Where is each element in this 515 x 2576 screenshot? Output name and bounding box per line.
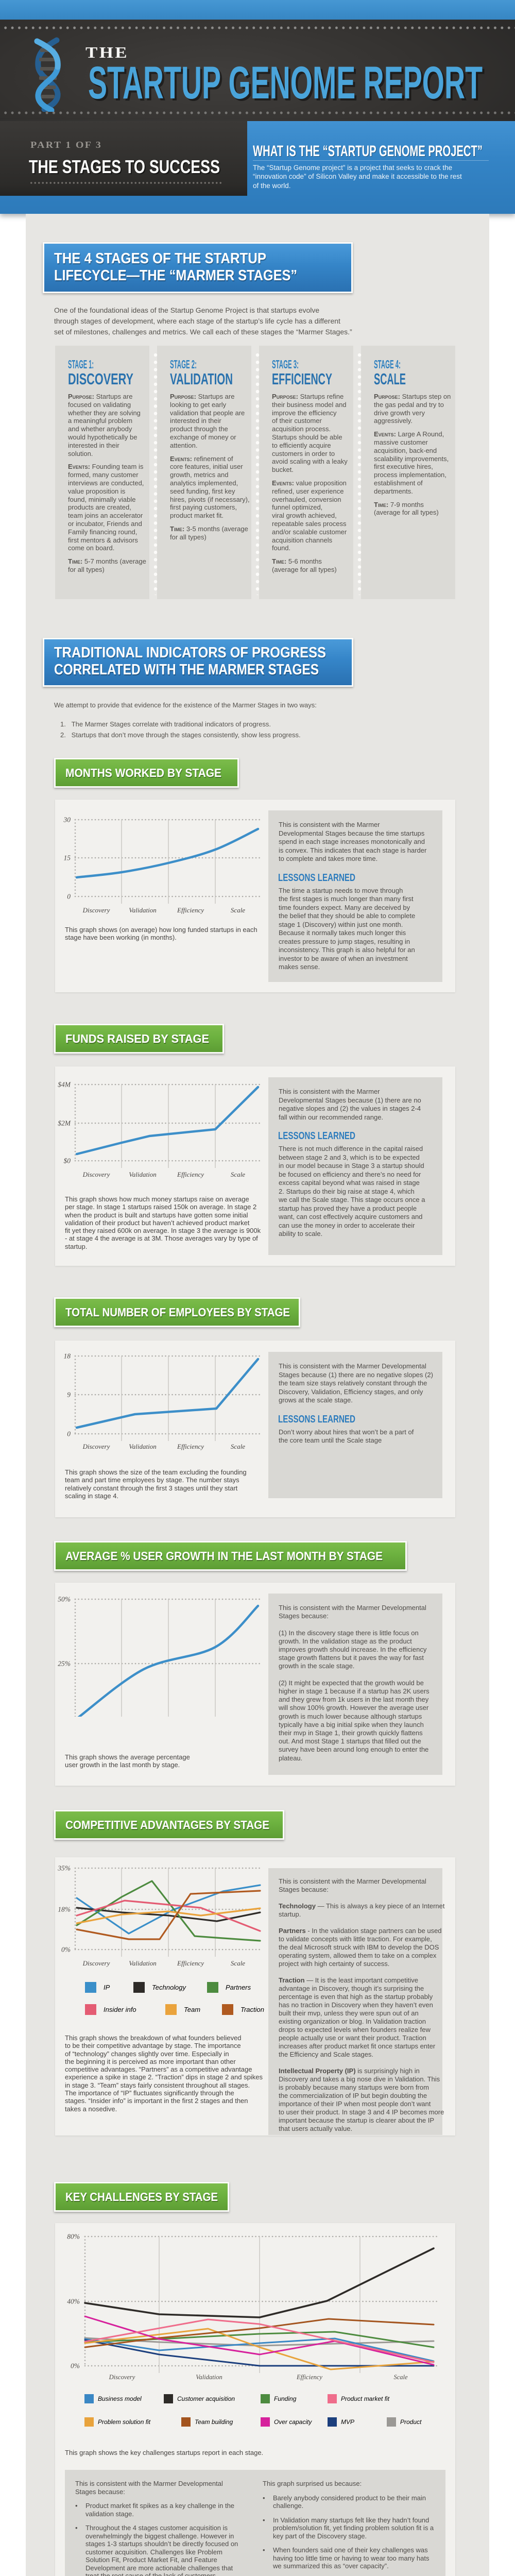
svg-text:Discovery: Discovery — [82, 1443, 110, 1450]
svg-text:40%: 40% — [67, 2298, 80, 2306]
svg-text:COMPETITIVE ADVANTAGES BY STAG: COMPETITIVE ADVANTAGES BY STAGE — [65, 1818, 269, 1832]
svg-text:0: 0 — [67, 1430, 71, 1438]
svg-text:LIFECYCLE—THE “MARMER STAGES”: LIFECYCLE—THE “MARMER STAGES” — [54, 267, 297, 284]
svg-text:15: 15 — [64, 854, 71, 862]
svg-text:THE 4 STAGES OF THE STARTUP: THE 4 STAGES OF THE STARTUP — [55, 251, 267, 268]
svg-text:TRADITIONAL INDICATORS OF PROG: TRADITIONAL INDICATORS OF PROGRESS — [54, 645, 326, 661]
svg-text:18%: 18% — [58, 1906, 71, 1913]
svg-text:THE STAGES TO SUCCESS: THE STAGES TO SUCCESS — [30, 157, 221, 178]
svg-text:Validation: Validation — [129, 1171, 156, 1178]
svg-text:FUNDS RAISED BY STAGE: FUNDS RAISED BY STAGE — [65, 1032, 209, 1045]
svg-text:Efficiency: Efficiency — [177, 1443, 204, 1450]
svg-text:LIFECYCLE—THE “MARMER STAGES”: LIFECYCLE—THE “MARMER STAGES” — [55, 268, 298, 285]
svg-text:0%: 0% — [61, 1946, 71, 1954]
svg-text:STAGE 4:: STAGE 4: — [374, 358, 401, 371]
svg-text:Efficiency: Efficiency — [177, 1171, 204, 1178]
svg-text:KEY CHALLENGES BY STAGE: KEY CHALLENGES BY STAGE — [66, 2191, 218, 2205]
svg-text:WHAT IS THE “STARTUP GENOME PR: WHAT IS THE “STARTUP GENOME PROJECT” — [253, 143, 483, 160]
svg-text:SCALE: SCALE — [374, 370, 406, 387]
svg-text:Validation: Validation — [129, 1959, 156, 1967]
svg-text:MONTHS WORKED BY STAGE: MONTHS WORKED BY STAGE — [65, 766, 221, 779]
svg-text:DISCOVERY: DISCOVERY — [68, 370, 133, 387]
svg-text:EFFICIENCY: EFFICIENCY — [272, 370, 332, 387]
svg-text:CORRELATED WITH THE MARMER STA: CORRELATED WITH THE MARMER STAGES — [55, 663, 319, 679]
svg-text:STARTUP GENOME REPORT: STARTUP GENOME REPORT — [88, 57, 483, 108]
svg-text:LESSONS LEARNED: LESSONS LEARNED — [278, 1130, 355, 1142]
svg-text:STAGE 2:: STAGE 2: — [170, 358, 197, 371]
svg-text:50%: 50% — [58, 1596, 71, 1603]
svg-text:Validation: Validation — [196, 2374, 222, 2381]
svg-text:THE STAGES TO SUCCESS: THE STAGES TO SUCCESS — [29, 156, 220, 177]
svg-text:THE: THE — [85, 43, 129, 61]
svg-text:PART 1 OF 3: PART 1 OF 3 — [30, 140, 102, 150]
svg-text:Discovery: Discovery — [82, 1959, 110, 1967]
svg-text:Efficiency: Efficiency — [177, 906, 204, 914]
svg-text:80%: 80% — [67, 2233, 80, 2241]
svg-text:COMPETITIVE ADVANTAGES BY STAG: COMPETITIVE ADVANTAGES BY STAGE — [66, 1819, 270, 1833]
svg-text:Scale: Scale — [231, 1443, 245, 1450]
svg-text:Validation: Validation — [129, 1443, 156, 1450]
svg-text:0%: 0% — [71, 2362, 80, 2370]
svg-text:CORRELATED WITH THE MARMER STA: CORRELATED WITH THE MARMER STAGES — [54, 662, 319, 678]
svg-text:TOTAL NUMBER OF EMPLOYEES BY S: TOTAL NUMBER OF EMPLOYEES BY STAGE — [66, 1307, 290, 1320]
svg-text:Scale: Scale — [231, 1959, 245, 1967]
svg-text:$2M: $2M — [58, 1120, 71, 1127]
svg-text:9: 9 — [67, 1391, 71, 1399]
svg-text:STAGE 3:: STAGE 3: — [272, 358, 299, 371]
svg-text:Efficiency: Efficiency — [177, 1959, 204, 1967]
svg-text:Discovery: Discovery — [109, 2374, 135, 2381]
svg-text:30: 30 — [63, 816, 71, 824]
svg-text:KEY CHALLENGES BY STAGE: KEY CHALLENGES BY STAGE — [65, 2190, 218, 2204]
svg-text:LESSONS LEARNED: LESSONS LEARNED — [278, 872, 355, 884]
svg-text:THE 4 STAGES OF THE STARTUP: THE 4 STAGES OF THE STARTUP — [54, 250, 266, 267]
svg-text:18: 18 — [64, 1352, 71, 1360]
svg-text:TRADITIONAL INDICATORS OF PROG: TRADITIONAL INDICATORS OF PROGRESS — [55, 646, 327, 662]
svg-text:Discovery: Discovery — [82, 906, 110, 914]
svg-text:Scale: Scale — [231, 906, 245, 914]
svg-text:MONTHS WORKED BY STAGE: MONTHS WORKED BY STAGE — [66, 767, 222, 781]
svg-text:Scale: Scale — [393, 2374, 408, 2381]
svg-text:FUNDS RAISED BY STAGE: FUNDS RAISED BY STAGE — [66, 1033, 210, 1046]
svg-text:Efficiency: Efficiency — [296, 2374, 322, 2381]
svg-text:AVERAGE % USER GROWTH IN THE L: AVERAGE % USER GROWTH IN THE LAST MONTH … — [65, 1549, 383, 1563]
svg-text:Scale: Scale — [231, 1171, 245, 1178]
svg-text:Validation: Validation — [129, 906, 156, 914]
svg-text:Discovery: Discovery — [82, 1171, 110, 1178]
svg-text:35%: 35% — [57, 1865, 71, 1872]
svg-text:STAGE 1:: STAGE 1: — [68, 358, 94, 371]
svg-text:$0: $0 — [64, 1157, 71, 1165]
svg-text:TOTAL NUMBER OF EMPLOYEES BY S: TOTAL NUMBER OF EMPLOYEES BY STAGE — [65, 1306, 290, 1319]
svg-text:0: 0 — [67, 893, 71, 901]
svg-text:VALIDATION: VALIDATION — [170, 370, 233, 387]
svg-text:AVERAGE % USER GROWTH IN THE L: AVERAGE % USER GROWTH IN THE LAST MONTH … — [66, 1550, 383, 1564]
svg-text:LESSONS LEARNED: LESSONS LEARNED — [278, 1414, 355, 1425]
svg-text:25%: 25% — [58, 1660, 71, 1668]
svg-text:WHAT IS THE “STARTUP GENOME PR: WHAT IS THE “STARTUP GENOME PROJECT” — [253, 143, 483, 160]
svg-text:STARTUP GENOME REPORT: STARTUP GENOME REPORT — [90, 59, 485, 108]
svg-text:$4M: $4M — [58, 1081, 71, 1089]
